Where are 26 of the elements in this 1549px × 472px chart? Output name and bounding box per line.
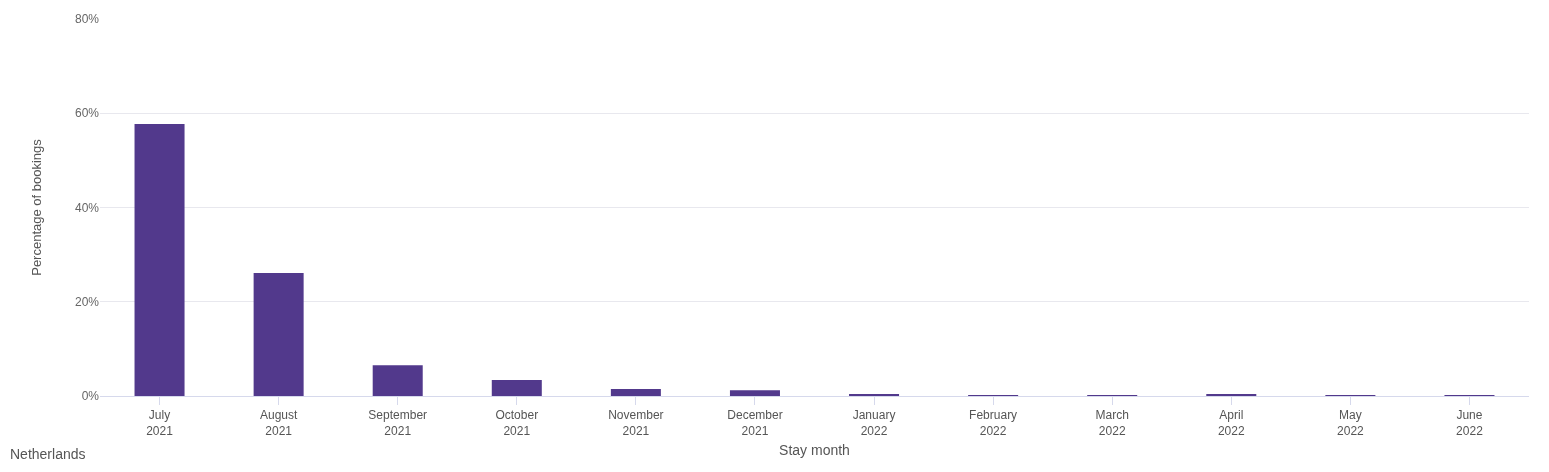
bar (372, 365, 423, 396)
y-axis-title: Percentage of bookings (28, 138, 44, 276)
x-tick-label: June 2022 (1456, 408, 1484, 438)
x-tick-label: February 2022 (969, 408, 1018, 438)
x-tick-label: January 2022 (852, 408, 896, 438)
bar (134, 124, 185, 396)
y-tick-label: 80% (74, 12, 100, 27)
x-axis-title: Stay month (779, 442, 850, 459)
bar (253, 273, 304, 396)
bar (491, 379, 542, 396)
x-tick-label: October 2021 (495, 408, 539, 438)
x-tick-label: November 2021 (608, 408, 664, 438)
x-tick-label: March 2022 (1095, 408, 1129, 438)
x-tick-label: May 2022 (1337, 408, 1365, 438)
x-tick-label: July 2021 (146, 408, 174, 438)
y-tick-label: 0% (81, 389, 100, 404)
text: Netherlands (10, 446, 86, 462)
y-tick-label: 40% (74, 200, 100, 215)
x-tick-label: April 2022 (1217, 408, 1245, 438)
x-tick-label: September 2021 (368, 408, 428, 438)
y-tick-label: 60% (74, 106, 100, 121)
y-tick-label: 20% (74, 294, 100, 309)
bar (610, 388, 661, 396)
bar (729, 390, 780, 396)
x-tick-label: December 2021 (727, 408, 783, 438)
x-tick-label: August 2021 (259, 408, 298, 438)
